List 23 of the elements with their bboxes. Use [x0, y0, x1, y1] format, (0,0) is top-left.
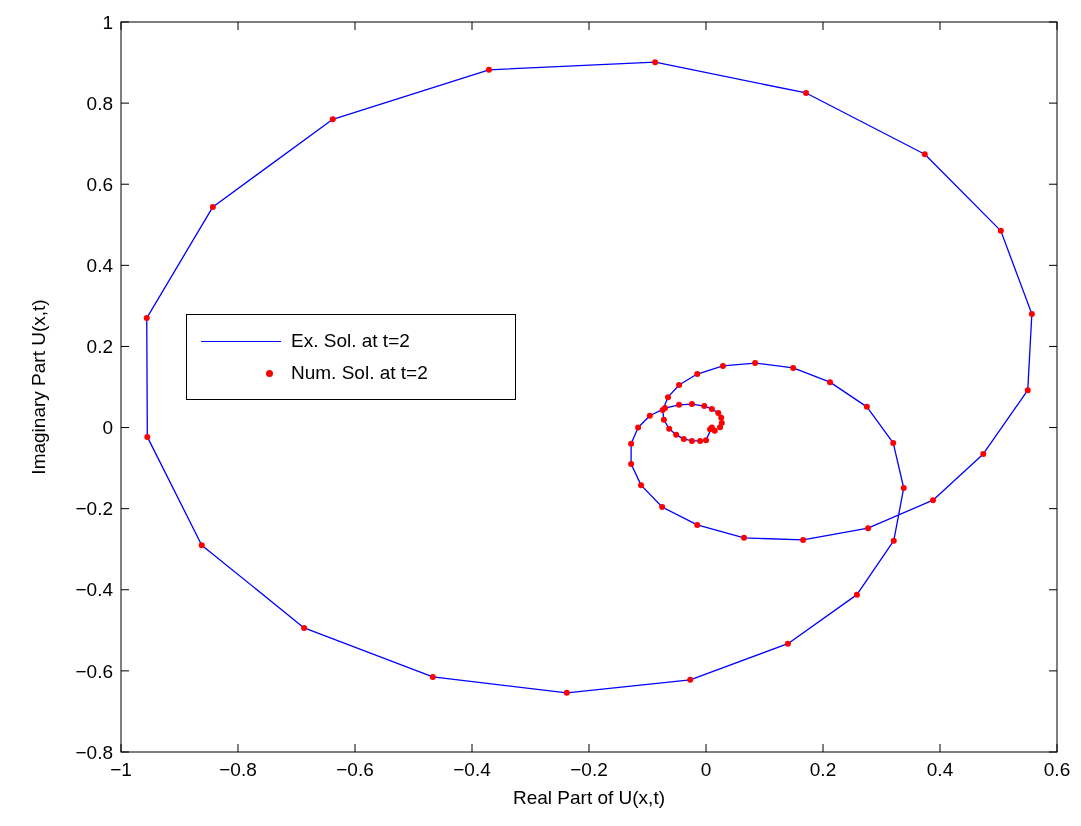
- y-tick-label: 1: [102, 11, 113, 33]
- legend-label: Ex. Sol. at t=2: [291, 330, 410, 352]
- y-axis-title: Imaginary Part U(x,t): [28, 299, 49, 475]
- x-tick-label: 0.4: [926, 759, 954, 780]
- x-tick-label: 0.2: [809, 759, 837, 780]
- y-tick-label: 0.2: [86, 336, 113, 358]
- y-tick-label: 0.6: [86, 173, 113, 195]
- x-tick-label: −0.6: [336, 759, 374, 780]
- y-tick-label: −0.8: [75, 741, 113, 763]
- y-tick-label: 0.4: [86, 254, 114, 276]
- x-tick-label: 0: [700, 759, 712, 780]
- x-tick-label: −1: [110, 759, 132, 780]
- y-tick-label: −0.2: [75, 498, 113, 520]
- x-tick-label: 0.6: [1043, 759, 1071, 780]
- x-tick-label: −0.8: [219, 759, 257, 780]
- y-tick-label: −0.4: [75, 579, 114, 601]
- x-tick-label: −0.2: [570, 759, 608, 780]
- y-tick-label: 0.8: [86, 92, 113, 114]
- x-axis-title: Real Part of U(x,t): [512, 787, 666, 808]
- legend-label: Num. Sol. at t=2: [291, 362, 428, 384]
- y-tick-label: −0.6: [75, 660, 113, 682]
- x-tick-label: −0.4: [453, 759, 492, 780]
- y-tick-label: 0: [102, 417, 113, 439]
